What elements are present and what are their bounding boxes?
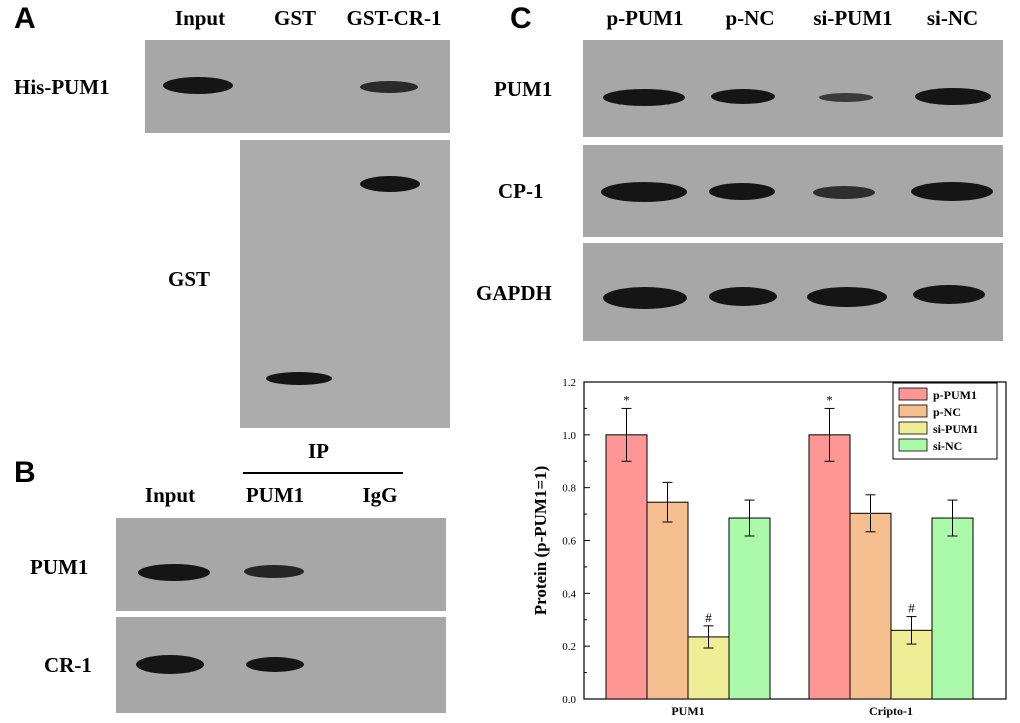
- x-tick-label: Cripto-1: [869, 704, 913, 718]
- ip-bracket-line: [243, 472, 403, 474]
- x-tick-label: PUM1: [671, 704, 704, 718]
- band: [601, 182, 687, 202]
- band: [163, 77, 233, 94]
- lane-label-p-pum1: p-PUM1: [606, 6, 684, 30]
- band: [911, 182, 993, 201]
- band: [711, 89, 775, 104]
- band: [360, 81, 418, 93]
- lane-label-gst: GST: [273, 6, 317, 30]
- lane-label-pum1: PUM1: [245, 483, 305, 507]
- lane-label-input: Input: [144, 483, 196, 507]
- y-tick-label: 0.0: [562, 694, 576, 706]
- band: [915, 88, 991, 105]
- y-tick-label: 0.2: [562, 641, 576, 653]
- row-label-cr1: CR-1: [44, 653, 92, 677]
- row-label-gst: GST: [168, 267, 211, 291]
- bar: [728, 517, 771, 700]
- bar: [849, 512, 892, 700]
- significance-mark: *: [623, 392, 630, 407]
- panel-b-letter: B: [14, 456, 36, 489]
- blot-gst: [240, 140, 450, 428]
- band: [913, 285, 985, 304]
- lane-label-si-nc: si-NC: [926, 6, 979, 30]
- bar: [605, 434, 648, 700]
- bar: [646, 501, 689, 700]
- panel-c-letter: C: [510, 2, 532, 35]
- significance-mark: #: [705, 610, 712, 625]
- lane-label-igg: IgG: [362, 483, 398, 507]
- legend-label: p-NC: [933, 405, 961, 419]
- y-tick-label: 0.6: [562, 536, 576, 548]
- band: [138, 564, 210, 581]
- significance-mark: *: [826, 392, 833, 407]
- blot-b-pum1: [116, 518, 446, 611]
- blot-b-cr1: [116, 617, 446, 713]
- band: [136, 655, 204, 674]
- blot-his-pum1: [145, 40, 450, 133]
- row-label-pum1: PUM1: [494, 77, 553, 101]
- bar: [808, 434, 851, 700]
- lane-label-input: Input: [174, 6, 226, 30]
- band: [360, 176, 420, 192]
- lane-label-si-pum1: si-PUM1: [813, 6, 893, 30]
- row-label-gapdh: GAPDH: [476, 281, 552, 305]
- legend-label: si-NC: [933, 439, 962, 453]
- band: [819, 93, 873, 102]
- lane-label-gst-cr1: GST-CR-1: [346, 6, 442, 30]
- row-label-cp1: CP-1: [498, 179, 544, 203]
- y-axis-label: Protein (p-PUM1=1): [531, 466, 550, 616]
- panel-a-letter: A: [14, 2, 36, 35]
- band: [603, 89, 685, 106]
- legend-label: si-PUM1: [933, 422, 978, 436]
- legend-swatch: [898, 387, 928, 401]
- band: [266, 372, 332, 385]
- band: [603, 287, 687, 309]
- band: [246, 657, 304, 672]
- band: [709, 287, 777, 306]
- band: [813, 186, 875, 199]
- ip-label: IP: [308, 439, 329, 463]
- row-label-his-pum1: His-PUM1: [14, 75, 110, 99]
- legend-swatch: [898, 421, 928, 435]
- legend-swatch: [898, 404, 928, 418]
- legend-label: p-PUM1: [933, 388, 977, 402]
- band: [709, 183, 775, 200]
- band: [244, 565, 304, 578]
- bar: [931, 517, 974, 700]
- blot-c-pum1: [583, 40, 1003, 137]
- blot-c-gapdh: [583, 243, 1003, 341]
- y-tick-label: 0.8: [562, 483, 576, 495]
- y-tick-label: 0.4: [562, 588, 576, 600]
- legend-swatch: [898, 438, 928, 452]
- lane-label-p-nc: p-NC: [725, 6, 775, 30]
- y-tick-label: 1.0: [562, 430, 576, 442]
- row-label-pum1: PUM1: [30, 555, 89, 579]
- significance-mark: #: [908, 601, 915, 616]
- band: [807, 287, 887, 307]
- y-tick-label: 1.2: [562, 377, 576, 389]
- blot-c-cp1: [583, 145, 1003, 237]
